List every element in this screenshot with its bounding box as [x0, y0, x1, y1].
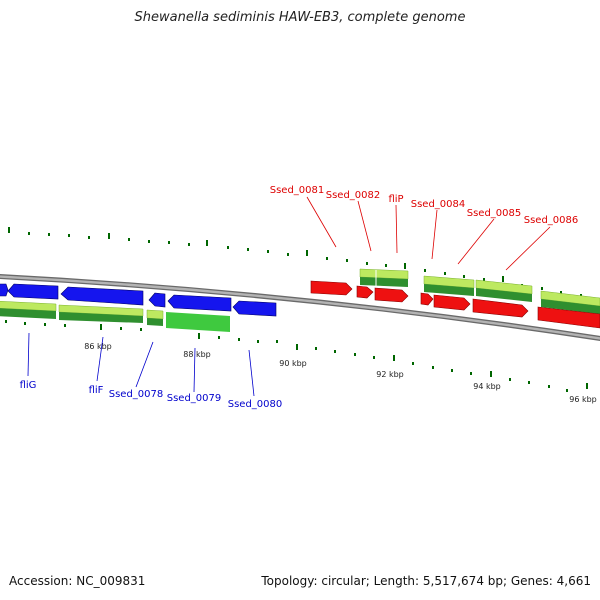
- gene-label-ssed-0080: Ssed_0080: [228, 399, 283, 410]
- gene-flip: [374, 287, 409, 303]
- gene-ssed-0085b: [472, 298, 529, 318]
- gene-label-flig: fliG: [20, 380, 37, 391]
- gene-ssed-0086: [537, 306, 600, 329]
- inner-tick-marks: [5, 320, 588, 392]
- gene-label-ssed-0079: Ssed_0079: [167, 393, 222, 404]
- gene-ssed-0081: [310, 280, 353, 296]
- tick-label-90: 90 kbp: [279, 359, 307, 368]
- gene-ssed-0079: [167, 294, 232, 312]
- tick-label-96: 96 kbp: [569, 395, 597, 404]
- gene-ssed-0085a: [433, 294, 471, 311]
- forward-gene-labels: Ssed_0081 Ssed_0082 fliP Ssed_0084 Ssed_…: [270, 185, 579, 226]
- forward-genes: [310, 280, 600, 329]
- reverse-cds-bars: [0, 300, 230, 332]
- gene-ssed-0080: [232, 300, 277, 317]
- forward-gene-label-lines: [306, 196, 551, 271]
- gene-ssed-0082: [356, 285, 374, 299]
- gene-label-flip: fliP: [388, 194, 403, 205]
- genome-stats-text: Topology: circular; Length: 5,517,674 bp…: [261, 574, 591, 588]
- reverse-gene-label-lines: [27, 332, 255, 397]
- reverse-genes: [0, 283, 277, 317]
- gene-flig: [7, 283, 59, 300]
- gene-label-ssed-0084: Ssed_0084: [411, 199, 466, 210]
- map-title: Shewanella sediminis HAW-EB3, complete g…: [134, 10, 466, 25]
- gene-label-ssed-0078: Ssed_0078: [109, 389, 164, 400]
- gene-label-flif: fliF: [89, 385, 104, 396]
- gene-label-ssed-0085: Ssed_0085: [467, 208, 522, 219]
- accession-text: Accession: NC_009831: [9, 574, 146, 588]
- tick-label-94: 94 kbp: [473, 382, 501, 391]
- gene-flig-part: [0, 283, 9, 297]
- tick-label-92: 92 kbp: [376, 370, 404, 379]
- gene-ssed-0084: [420, 292, 434, 306]
- tick-label-88: 88 kbp: [183, 350, 211, 359]
- reverse-gene-labels: fliG fliF Ssed_0078 Ssed_0079 Ssed_0080: [20, 380, 283, 410]
- gene-label-ssed-0086: Ssed_0086: [524, 215, 579, 226]
- gene-ssed-0078: [148, 292, 166, 308]
- outer-tick-marks: [8, 227, 582, 297]
- gene-label-ssed-0082: Ssed_0082: [326, 190, 381, 201]
- gene-flif: [60, 286, 144, 306]
- tick-labels: 86 kbp 88 kbp 90 kbp 92 kbp 94 kbp 96 kb…: [84, 342, 597, 404]
- tick-label-86: 86 kbp: [84, 342, 112, 351]
- gene-label-ssed-0081: Ssed_0081: [270, 185, 325, 196]
- forward-cds-bars: [359, 268, 600, 314]
